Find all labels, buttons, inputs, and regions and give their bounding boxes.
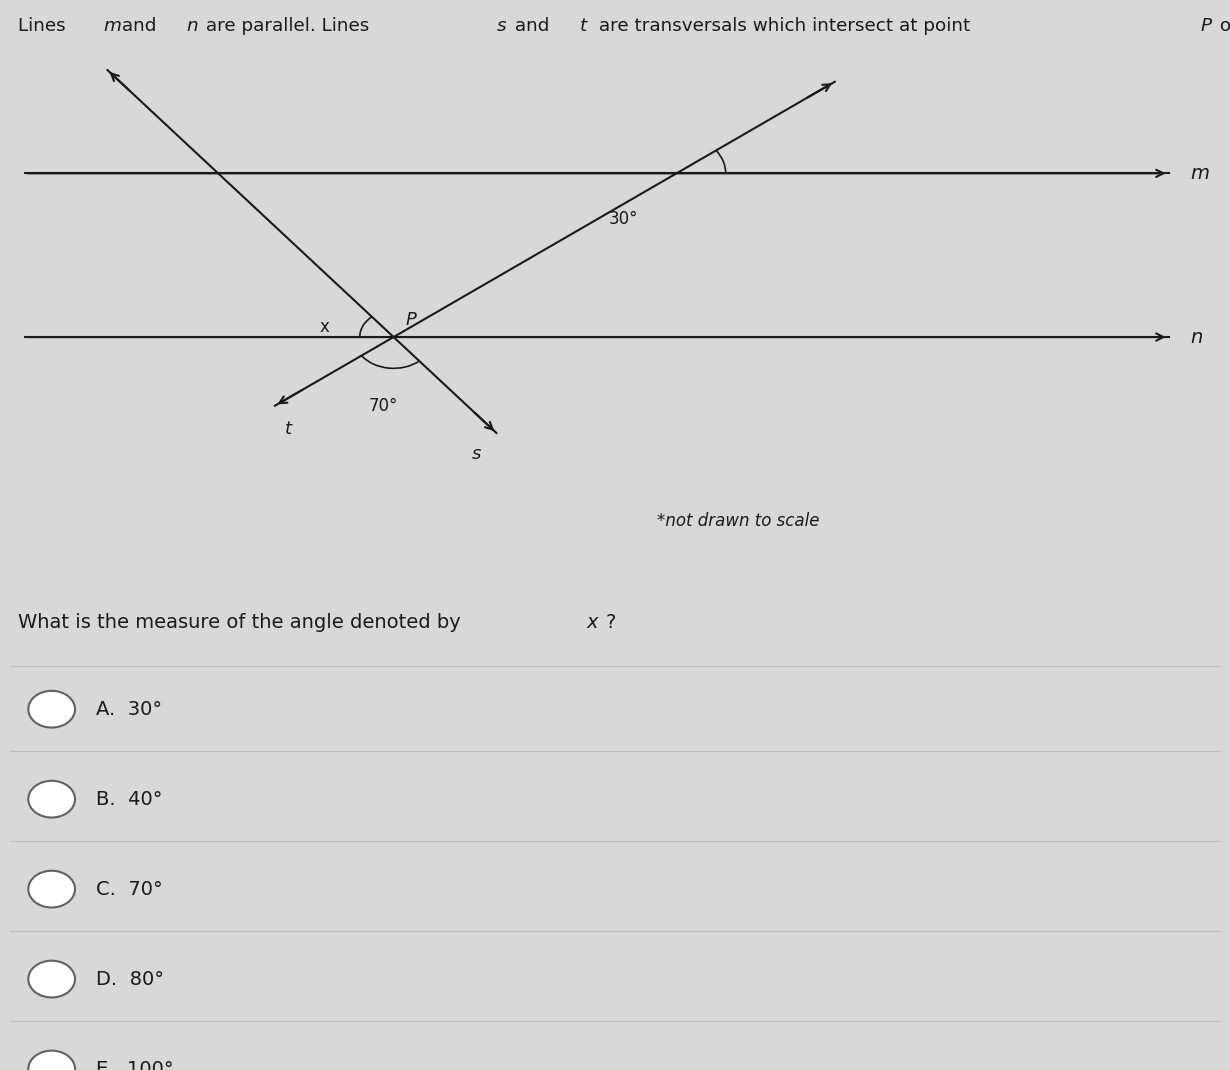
Text: n: n (187, 17, 198, 35)
Text: are transversals which intersect at point: are transversals which intersect at poin… (593, 17, 975, 35)
Text: B.  40°: B. 40° (96, 790, 162, 809)
Text: and: and (509, 17, 556, 35)
Text: x: x (320, 319, 330, 336)
Text: A.  30°: A. 30° (96, 700, 162, 719)
Text: s: s (497, 17, 507, 35)
Text: and: and (116, 17, 162, 35)
Circle shape (28, 781, 75, 817)
Text: n: n (1191, 327, 1203, 347)
Circle shape (28, 691, 75, 728)
Text: s: s (472, 444, 482, 462)
Text: m: m (103, 17, 122, 35)
Text: E.  100°: E. 100° (96, 1059, 173, 1070)
Text: x: x (587, 613, 598, 632)
Text: are parallel. Lines: are parallel. Lines (199, 17, 375, 35)
Circle shape (28, 961, 75, 997)
Text: 30°: 30° (609, 210, 638, 228)
Text: 70°: 70° (369, 397, 399, 415)
Text: C.  70°: C. 70° (96, 880, 162, 899)
Text: or: or (1214, 17, 1230, 35)
Text: Lines: Lines (18, 17, 71, 35)
Text: ?: ? (605, 613, 615, 632)
Text: t: t (581, 17, 587, 35)
Text: t: t (284, 421, 292, 439)
Text: D.  80°: D. 80° (96, 969, 164, 989)
Text: *not drawn to scale: *not drawn to scale (657, 511, 819, 530)
Text: P: P (1200, 17, 1212, 35)
Text: m: m (1191, 164, 1209, 183)
Text: P: P (406, 311, 417, 330)
Text: What is the measure of the angle denoted by: What is the measure of the angle denoted… (18, 613, 467, 632)
Circle shape (28, 871, 75, 907)
Circle shape (28, 1051, 75, 1070)
